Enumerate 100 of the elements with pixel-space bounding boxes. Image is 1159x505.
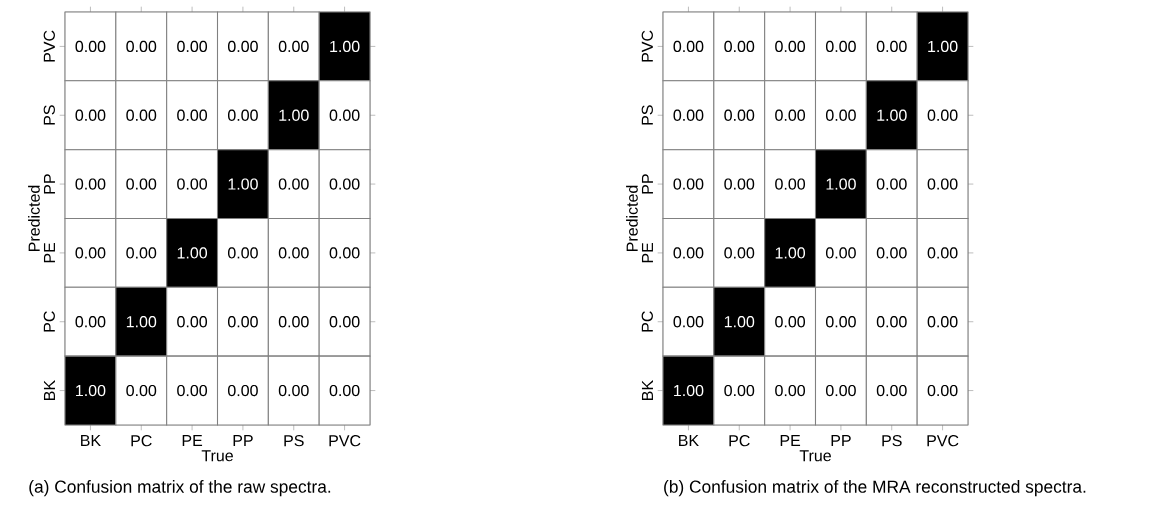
data-label: 0.00 xyxy=(724,40,755,53)
x-tick-label: PP xyxy=(831,435,851,447)
x-axis-title: True xyxy=(799,450,831,462)
data-label: 0.00 xyxy=(927,384,958,397)
y-tick-label: PC xyxy=(641,311,653,332)
x-tick-label: PS xyxy=(284,435,304,447)
data-label: 0.00 xyxy=(876,178,907,190)
data-label: 0.00 xyxy=(775,384,806,397)
data-label: 0.00 xyxy=(927,247,958,259)
data-label: 0.00 xyxy=(927,178,958,190)
text: (b) Confusion matrix of the MRA reconstructed spectra. xyxy=(664,480,1086,497)
x-tick-label: PE xyxy=(182,435,203,447)
data-label: 1.00 xyxy=(177,247,208,259)
data-label: 0.00 xyxy=(177,178,208,190)
data-label: 1.00 xyxy=(775,247,806,259)
data-label: 0.00 xyxy=(126,178,157,190)
data-label: 0.00 xyxy=(775,178,806,190)
data-label: 0.00 xyxy=(775,40,806,53)
x-tick-label: PC xyxy=(729,435,750,447)
data-label: 1.00 xyxy=(877,109,907,121)
data-label: 0.00 xyxy=(825,109,856,121)
data-label: 0.00 xyxy=(724,178,755,190)
x-tick-label: BK xyxy=(679,435,699,447)
y-tick-label: PS xyxy=(641,105,653,125)
data-label: 0.00 xyxy=(75,40,106,53)
data-label: 1.00 xyxy=(724,316,755,328)
data-label: 0.00 xyxy=(278,178,309,190)
data-label: 0.00 xyxy=(673,178,704,190)
data-label: 0.00 xyxy=(227,40,258,53)
x-tick-label: PVC xyxy=(329,435,361,447)
data-label: 0.00 xyxy=(126,384,157,397)
data-label: 0.00 xyxy=(227,384,258,397)
x-axis-title: True xyxy=(201,450,233,462)
data-label: 0.00 xyxy=(329,316,360,328)
data-label: 1.00 xyxy=(126,316,157,328)
x-tick-label: BK xyxy=(81,435,101,447)
data-label: 0.00 xyxy=(278,384,309,397)
y-tick-label: PVC xyxy=(641,30,653,62)
x-tick-label: PP xyxy=(233,435,253,447)
y-axis-title: Predicted xyxy=(626,185,638,251)
data-label: 0.00 xyxy=(876,384,907,397)
data-label: 0.00 xyxy=(775,316,806,328)
data-label: 1.00 xyxy=(279,109,309,121)
data-label: 0.00 xyxy=(673,316,704,328)
data-label: 0.00 xyxy=(724,109,755,121)
data-label: 0.00 xyxy=(278,247,309,259)
y-tick-label: PS xyxy=(43,105,55,125)
data-label: 0.00 xyxy=(227,247,258,259)
data-label: 0.00 xyxy=(673,247,704,259)
data-label: 0.00 xyxy=(927,109,958,121)
data-label: 0.00 xyxy=(126,109,157,121)
y-tick-label: PP xyxy=(43,174,55,194)
x-tick-label: PC xyxy=(131,435,152,447)
data-label: 1.00 xyxy=(76,384,106,397)
data-label: 0.00 xyxy=(227,316,258,328)
data-label: 0.00 xyxy=(825,40,856,53)
data-label: 0.00 xyxy=(177,316,208,328)
data-label: 0.00 xyxy=(278,316,309,328)
data-label: 0.00 xyxy=(673,109,704,121)
data-label: 1.00 xyxy=(928,40,958,53)
y-tick-label: PP xyxy=(641,174,653,194)
data-label: 0.00 xyxy=(927,316,958,328)
data-label: 0.00 xyxy=(876,247,907,259)
data-label: 1.00 xyxy=(330,40,360,53)
y-tick-label: BK xyxy=(641,380,653,400)
data-label: 0.00 xyxy=(724,247,755,259)
data-label: 0.00 xyxy=(278,40,309,53)
data-label: 0.00 xyxy=(75,247,106,259)
data-label: 0.00 xyxy=(775,109,806,121)
y-tick-label: PVC xyxy=(43,30,55,62)
data-label: 0.00 xyxy=(227,109,258,121)
data-label: 0.00 xyxy=(673,40,704,53)
data-label: 0.00 xyxy=(329,384,360,397)
y-tick-label: PE xyxy=(641,242,653,263)
data-label: 0.00 xyxy=(126,40,157,53)
data-label: 0.00 xyxy=(75,109,106,121)
y-tick-label: PC xyxy=(43,311,55,332)
y-tick-label: BK xyxy=(43,380,55,400)
data-label: 1.00 xyxy=(228,178,258,190)
y-axis-title: Predicted xyxy=(28,185,40,251)
y-tick-label: PE xyxy=(43,242,55,263)
data-label: 0.00 xyxy=(825,316,856,328)
data-label: 1.00 xyxy=(826,178,856,190)
text: (a) Confusion matrix of the raw spectra. xyxy=(29,480,331,497)
data-label: 0.00 xyxy=(825,384,856,397)
x-tick-label: PS xyxy=(882,435,902,447)
data-label: 0.00 xyxy=(177,109,208,121)
data-label: 0.00 xyxy=(876,316,907,328)
data-label: 0.00 xyxy=(329,247,360,259)
data-label: 0.00 xyxy=(177,384,208,397)
x-tick-label: PE xyxy=(780,435,801,447)
data-label: 0.00 xyxy=(876,40,907,53)
data-label: 0.00 xyxy=(825,247,856,259)
x-tick-label: PVC xyxy=(927,435,959,447)
data-label: 0.00 xyxy=(177,40,208,53)
data-label: 0.00 xyxy=(126,247,157,259)
data-label: 0.00 xyxy=(724,384,755,397)
data-label: 0.00 xyxy=(329,109,360,121)
data-label: 0.00 xyxy=(75,178,106,190)
data-label: 0.00 xyxy=(75,316,106,328)
